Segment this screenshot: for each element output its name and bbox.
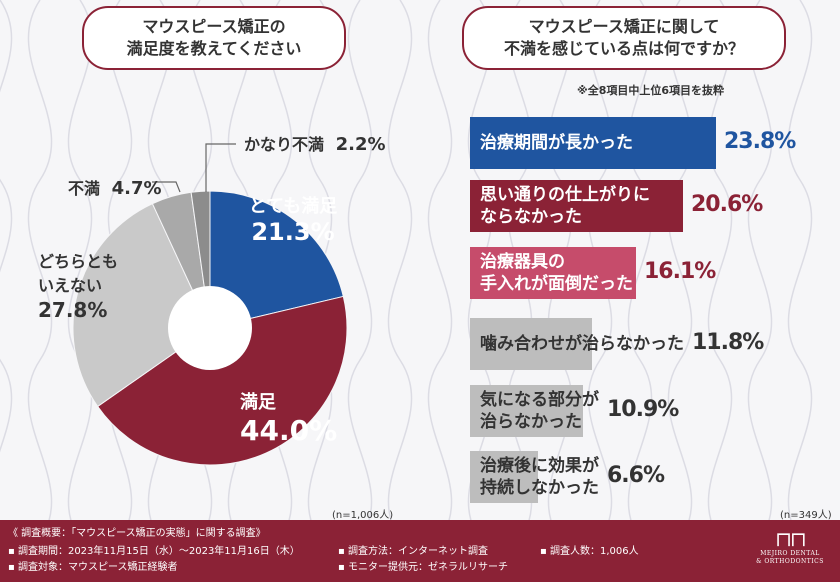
footer-survey-title: 《 調査概要：「マウスピース矯正の実態」に関する調査》 — [8, 528, 266, 539]
left-question-title: マウスピース矯正の 満足度を教えてください — [82, 6, 346, 70]
bar-value-5: 6.6% — [607, 463, 665, 488]
left-sample-size: (n=1,006人) — [332, 510, 394, 521]
bar-value-2: 16.1% — [644, 259, 716, 284]
bar-label-2-line-1: 手入れが面倒だった — [480, 274, 633, 294]
bar-label-2: 治療器具の 手入れが面倒だった — [480, 251, 633, 295]
bar-label-5-line-0: 治療後に効果が — [480, 456, 599, 476]
bar-5 — [470, 451, 538, 503]
pie-label-dissatisfied-value: 4.7% — [111, 178, 162, 199]
satisfaction-pie-chart — [72, 143, 348, 466]
bar-label-3-line-0: 噛み合わせが治らなかった — [480, 334, 684, 354]
bar-4 — [470, 385, 583, 437]
footer-period: ▪ 調査期間：2023年11月15日（水）～2023年11月16日（木） — [8, 546, 300, 557]
pie-label-very-dissatisfied-value: 2.2% — [335, 134, 386, 155]
logo-text-1: MEJIRO DENTAL — [760, 550, 820, 557]
bar-label-1-line-0: 思い通りの仕上がりに — [480, 185, 650, 205]
bar-label-0: 治療期間が長かった — [480, 132, 633, 154]
footer-target: ▪ 調査対象：マウスピース矯正経験者 — [8, 562, 178, 573]
pie-label-very-dissatisfied-name: かなり不満 — [244, 135, 325, 154]
footer-count: ▪ 調査人数：1,006人 — [540, 546, 639, 557]
pie-label-satisfied-value: 44.0% — [240, 414, 338, 447]
pie-label-dissatisfied: 不満 4.7% — [68, 175, 162, 199]
pie-label-satisfied: 満足 44.0% — [240, 388, 337, 447]
right-question-line1: マウスピース矯正に関して — [528, 17, 720, 36]
bar-value-0: 23.8% — [724, 129, 796, 154]
pie-slice-1 — [96, 295, 348, 466]
left-question-line2: 満足度を教えてください — [126, 39, 302, 58]
pie-label-neutral-line2: いえない — [38, 276, 103, 295]
logo-text-2: & ORTHODONTICS — [756, 558, 824, 565]
bar-value-1: 20.6% — [691, 192, 763, 217]
pie-label-neutral-value: 27.8% — [38, 298, 108, 322]
pie-label-neutral-line1: どちらとも — [38, 252, 119, 271]
left-question-line1: マウスピース矯正の — [142, 17, 286, 36]
pie-label-very-dissatisfied: かなり不満 2.2% — [244, 131, 386, 155]
survey-footer: 《 調査概要：「マウスピース矯正の実態」に関する調査》 ▪ 調査期間：2023年… — [0, 520, 840, 582]
pie-leader-line-1 — [152, 181, 181, 193]
pie-label-neutral: どちらとも いえない 27.8% — [38, 250, 118, 322]
bar-label-4-line-1: 治らなかった — [480, 412, 582, 432]
bar-label-5-line-1: 持続しなかった — [480, 478, 599, 498]
bar-label-4: 気になる部分が 治らなかった — [480, 389, 599, 433]
bar-label-1: 思い通りの仕上がりに ならなかった — [480, 184, 650, 228]
pie-label-very-satisfied: とても満足 21.3% — [238, 192, 348, 246]
bar-label-1-line-1: ならなかった — [480, 207, 582, 227]
clinic-logo: ⊓⊓ MEJIRO DENTAL & ORTHODONTICS — [750, 528, 830, 566]
pie-leader-line-0 — [205, 143, 236, 192]
bar-label-0-line-0: 治療期間が長かった — [480, 133, 633, 153]
right-question-line2: 不満を感じている点は何ですか？ — [503, 39, 744, 58]
pie-label-dissatisfied-name: 不満 — [68, 179, 101, 198]
pie-label-satisfied-name: 満足 — [240, 392, 276, 413]
right-question-title: マウスピース矯正に関して 不満を感じている点は何ですか？ — [462, 6, 786, 70]
bar-0 — [470, 117, 716, 169]
bar-label-2-line-0: 治療器具の — [480, 252, 565, 272]
pie-slice-0 — [209, 190, 344, 329]
bar-2 — [470, 247, 636, 299]
pie-label-very-satisfied-name: とても満足 — [248, 196, 338, 217]
bar-label-5: 治療後に効果が 持続しなかった — [480, 455, 599, 499]
footer-provider: ▪ モニター提供元：ゼネラルリサーチ — [338, 562, 508, 573]
logo-mark-icon: ⊓⊓ — [775, 527, 807, 551]
pie-label-very-satisfied-value: 21.3% — [251, 218, 335, 246]
bar-value-4: 10.9% — [607, 397, 679, 422]
pie-center-hole — [168, 286, 252, 370]
bar-3 — [470, 318, 592, 370]
footer-method: ▪ 調査方法：インターネット調査 — [338, 546, 488, 557]
bar-1 — [470, 180, 683, 232]
right-note: ※全8項目中上位6項目を抜粋 — [577, 84, 725, 97]
bar-label-4-line-0: 気になる部分が — [480, 390, 599, 410]
bar-value-3: 11.8% — [692, 330, 764, 355]
right-sample-size: (n=349人) — [780, 510, 832, 521]
bar-label-3: 噛み合わせが治らなかった — [480, 333, 684, 355]
